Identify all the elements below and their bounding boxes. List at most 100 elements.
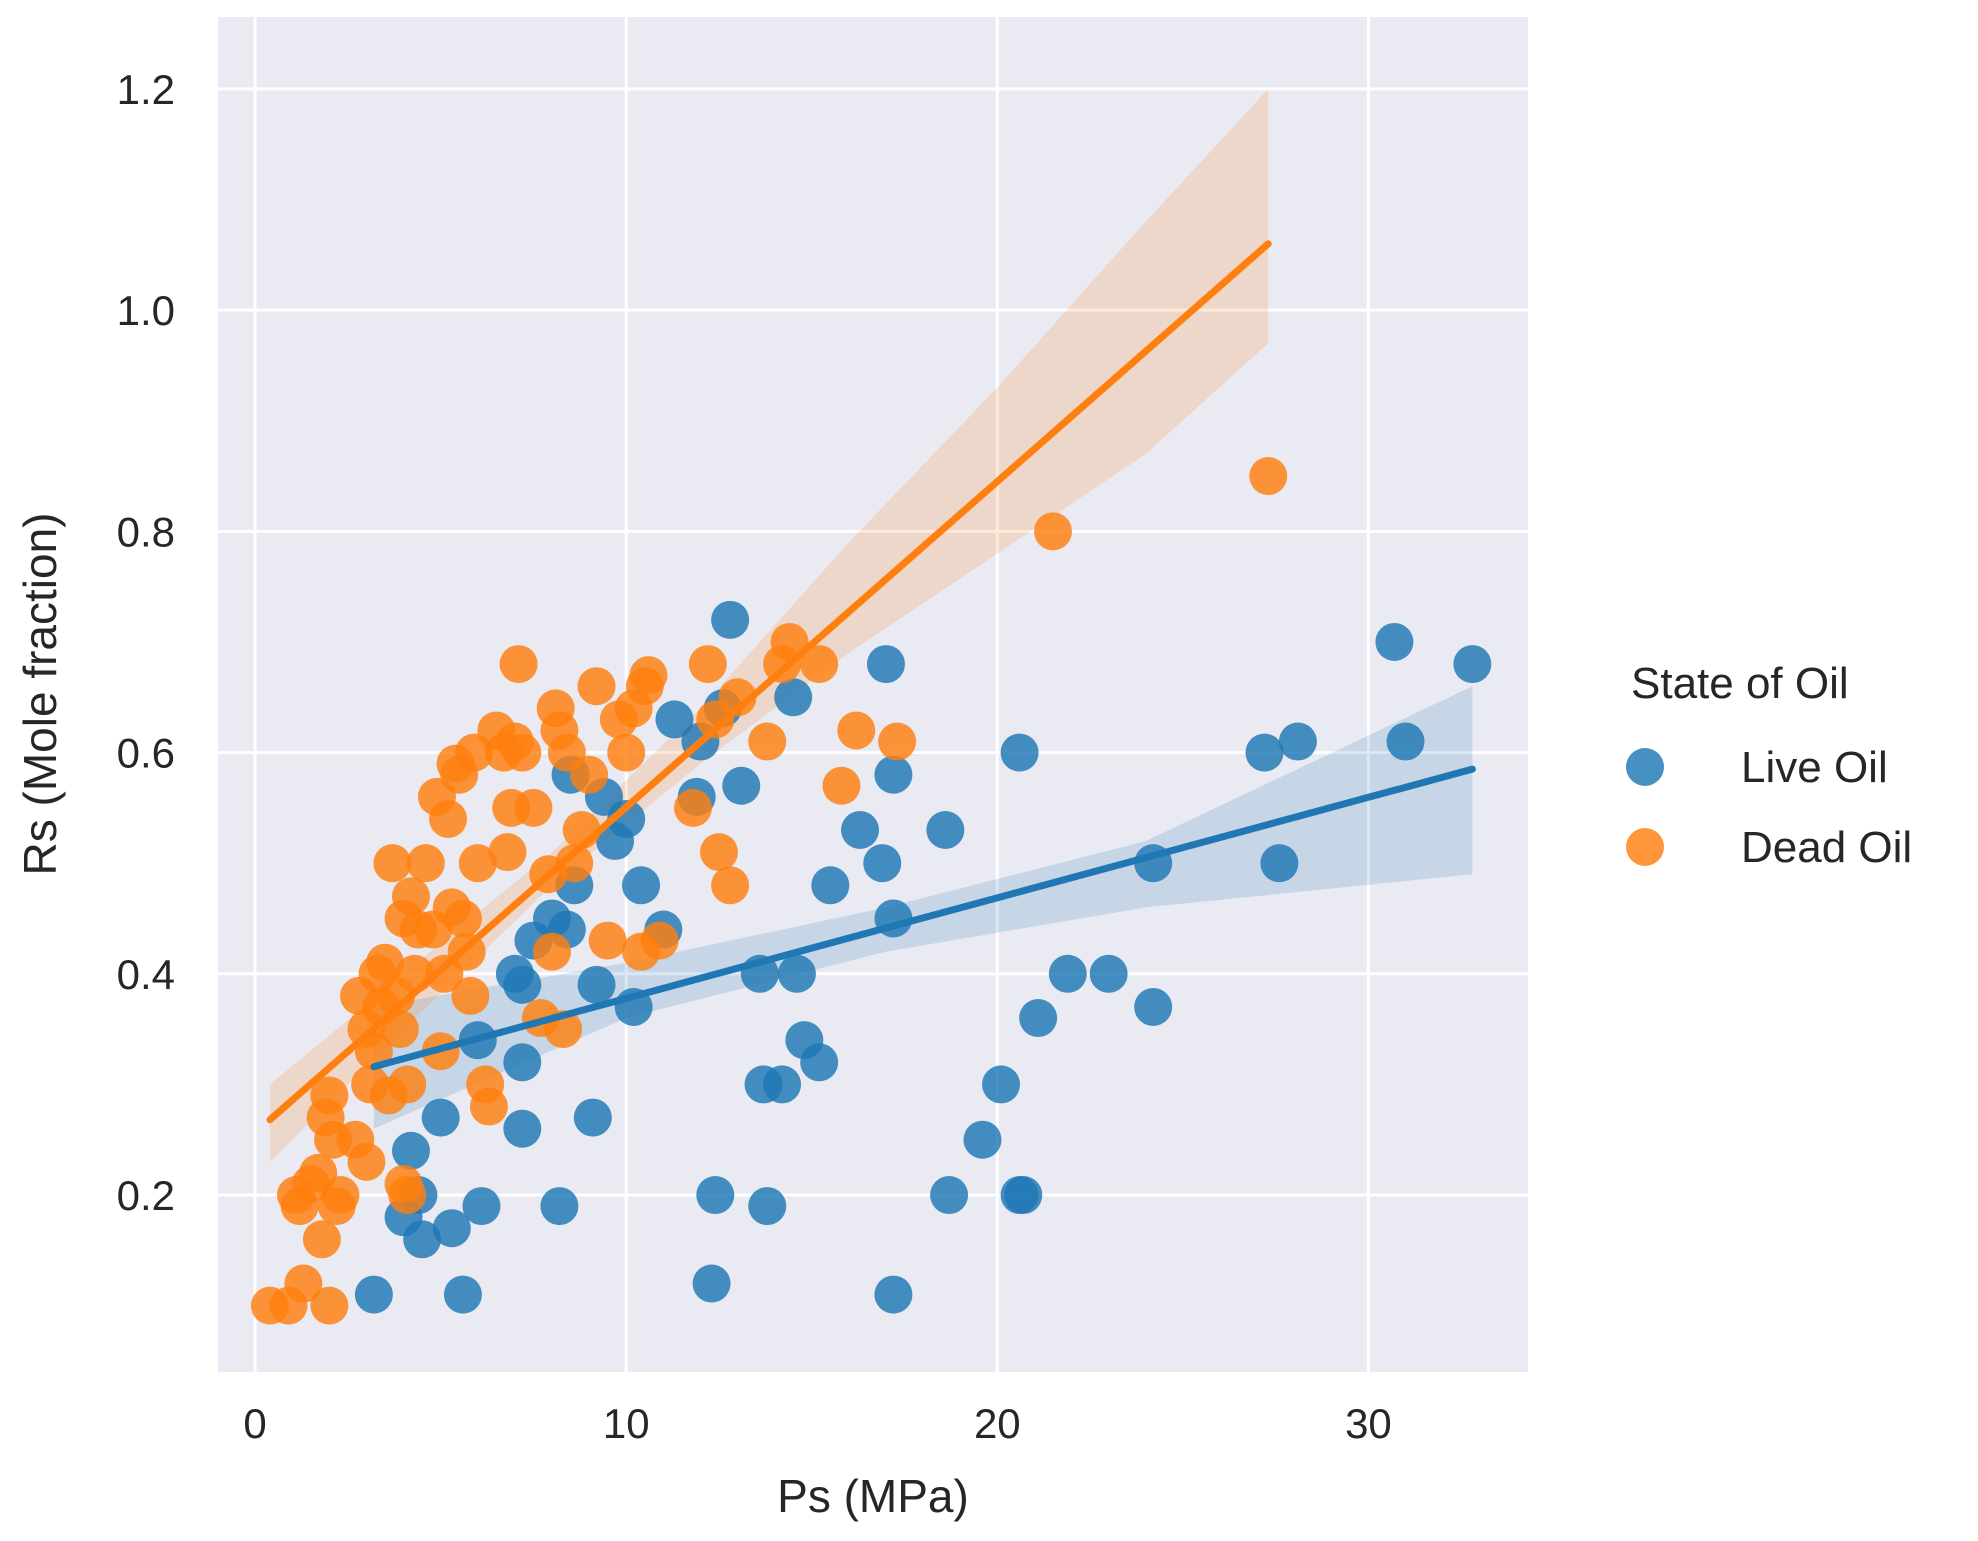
- data-point-live-oil: [1278, 722, 1317, 761]
- data-point-dead-oil: [347, 1142, 386, 1181]
- plot-background: [218, 17, 1528, 1372]
- data-point-live-oil: [863, 844, 902, 883]
- data-point-dead-oil: [748, 722, 787, 761]
- data-point-dead-oil: [503, 733, 542, 772]
- data-point-dead-oil: [570, 755, 609, 794]
- data-point-dead-oil: [443, 899, 482, 938]
- data-point-live-oil: [982, 1065, 1021, 1104]
- data-point-live-oil: [811, 866, 850, 905]
- data-point-dead-oil: [429, 799, 468, 838]
- data-point-live-oil: [1019, 999, 1058, 1038]
- data-point-dead-oil: [365, 943, 404, 982]
- data-point-dead-oil: [577, 667, 616, 706]
- data-point-live-oil: [777, 954, 816, 993]
- legend-marker-dead-oil: [1626, 828, 1664, 866]
- data-point-live-oil: [1245, 733, 1284, 772]
- data-point-dead-oil: [640, 921, 679, 960]
- data-point-live-oil: [1089, 954, 1128, 993]
- data-point-live-oil: [655, 700, 694, 739]
- confidence-band-dead-oil: [269, 88, 1269, 1162]
- x-tick-label: 20: [974, 1400, 1021, 1447]
- data-point-live-oil: [503, 1043, 542, 1082]
- y-tick-label: 0.4: [117, 951, 175, 998]
- data-point-live-oil: [692, 1264, 731, 1303]
- data-point-live-oil: [573, 1098, 612, 1137]
- data-point-dead-oil: [469, 1087, 508, 1126]
- legend: State of Oil Live Oil Dead Oil: [1626, 659, 1912, 872]
- data-point-live-oil: [1004, 1176, 1043, 1215]
- data-point-live-oil: [421, 1098, 460, 1137]
- data-point-live-oil: [774, 678, 813, 717]
- data-point-live-oil: [1453, 645, 1492, 684]
- data-point-live-oil: [503, 965, 542, 1004]
- regression-line-dead-oil: [266, 240, 1272, 1124]
- legend-title: State of Oil: [1631, 659, 1849, 708]
- data-point-live-oil: [926, 811, 965, 849]
- data-point-dead-oil: [1249, 457, 1288, 496]
- data-point-live-oil: [1375, 622, 1414, 661]
- data-point-dead-oil: [555, 844, 594, 883]
- x-tick-label: 30: [1345, 1400, 1392, 1447]
- data-point-dead-oil: [822, 766, 861, 805]
- data-point-live-oil: [763, 1065, 802, 1104]
- data-point-dead-oil: [373, 844, 412, 883]
- data-point-live-oil: [748, 1187, 787, 1226]
- y-axis-label: Rs (Mole fraction): [14, 513, 66, 876]
- data-point-live-oil: [722, 766, 761, 805]
- data-point-live-oil: [577, 965, 616, 1004]
- y-axis-ticks: 0.2 0.4 0.6 0.8 1.0 1.2: [117, 66, 175, 1219]
- data-point-dead-oil: [688, 645, 727, 684]
- legend-label-dead-oil: Dead Oil: [1741, 823, 1912, 872]
- data-point-live-oil: [1386, 722, 1425, 761]
- x-axis-label: Ps (MPa): [777, 1470, 969, 1522]
- data-point-live-oil: [354, 1275, 393, 1314]
- data-point-dead-oil: [878, 722, 917, 761]
- data-point-dead-oil: [499, 645, 538, 684]
- data-point-live-oil: [1000, 733, 1039, 772]
- data-point-dead-oil: [588, 921, 627, 960]
- data-point-live-oil: [696, 1176, 735, 1215]
- data-point-dead-oil: [1033, 512, 1072, 551]
- data-point-dead-oil: [718, 678, 757, 717]
- scatter-points: [250, 457, 1492, 1325]
- data-point-dead-oil: [699, 833, 738, 872]
- data-point-dead-oil: [388, 1176, 427, 1215]
- data-point-dead-oil: [451, 976, 490, 1015]
- data-point-live-oil: [1260, 844, 1299, 883]
- data-point-live-oil: [963, 1120, 1002, 1159]
- data-point-live-oil: [841, 811, 880, 849]
- data-point-live-oil: [874, 755, 913, 794]
- data-point-live-oil: [607, 799, 646, 838]
- x-tick-label: 0: [243, 1400, 266, 1447]
- data-point-dead-oil: [607, 733, 646, 772]
- y-tick-label: 1.2: [117, 66, 175, 113]
- data-point-dead-oil: [629, 656, 668, 695]
- data-point-dead-oil: [488, 833, 527, 872]
- data-point-dead-oil: [388, 1065, 427, 1104]
- data-point-live-oil: [711, 600, 750, 639]
- data-point-live-oil: [874, 1275, 913, 1314]
- data-point-dead-oil: [458, 844, 497, 883]
- y-tick-label: 0.8: [117, 508, 175, 555]
- data-point-live-oil: [1134, 987, 1173, 1026]
- data-point-dead-oil: [837, 711, 876, 750]
- data-point-dead-oil: [514, 788, 553, 827]
- data-point-dead-oil: [284, 1264, 323, 1303]
- data-point-live-oil: [622, 866, 661, 905]
- data-point-dead-oil: [391, 877, 430, 916]
- data-point-dead-oil: [674, 788, 713, 827]
- data-point-dead-oil: [406, 844, 445, 883]
- x-tick-label: 10: [603, 1400, 650, 1447]
- data-point-dead-oil: [532, 932, 571, 971]
- data-point-dead-oil: [302, 1220, 341, 1259]
- data-point-live-oil: [930, 1176, 969, 1215]
- data-point-dead-oil: [310, 1286, 349, 1325]
- regression-lines: [266, 240, 1476, 1124]
- data-point-live-oil: [1048, 954, 1087, 993]
- legend-label-live-oil: Live Oil: [1741, 743, 1888, 792]
- data-point-dead-oil: [800, 645, 839, 684]
- data-point-live-oil: [403, 1220, 442, 1259]
- data-point-live-oil: [432, 1209, 471, 1248]
- confidence-band-live-oil: [373, 686, 1473, 1129]
- data-point-live-oil: [443, 1275, 482, 1314]
